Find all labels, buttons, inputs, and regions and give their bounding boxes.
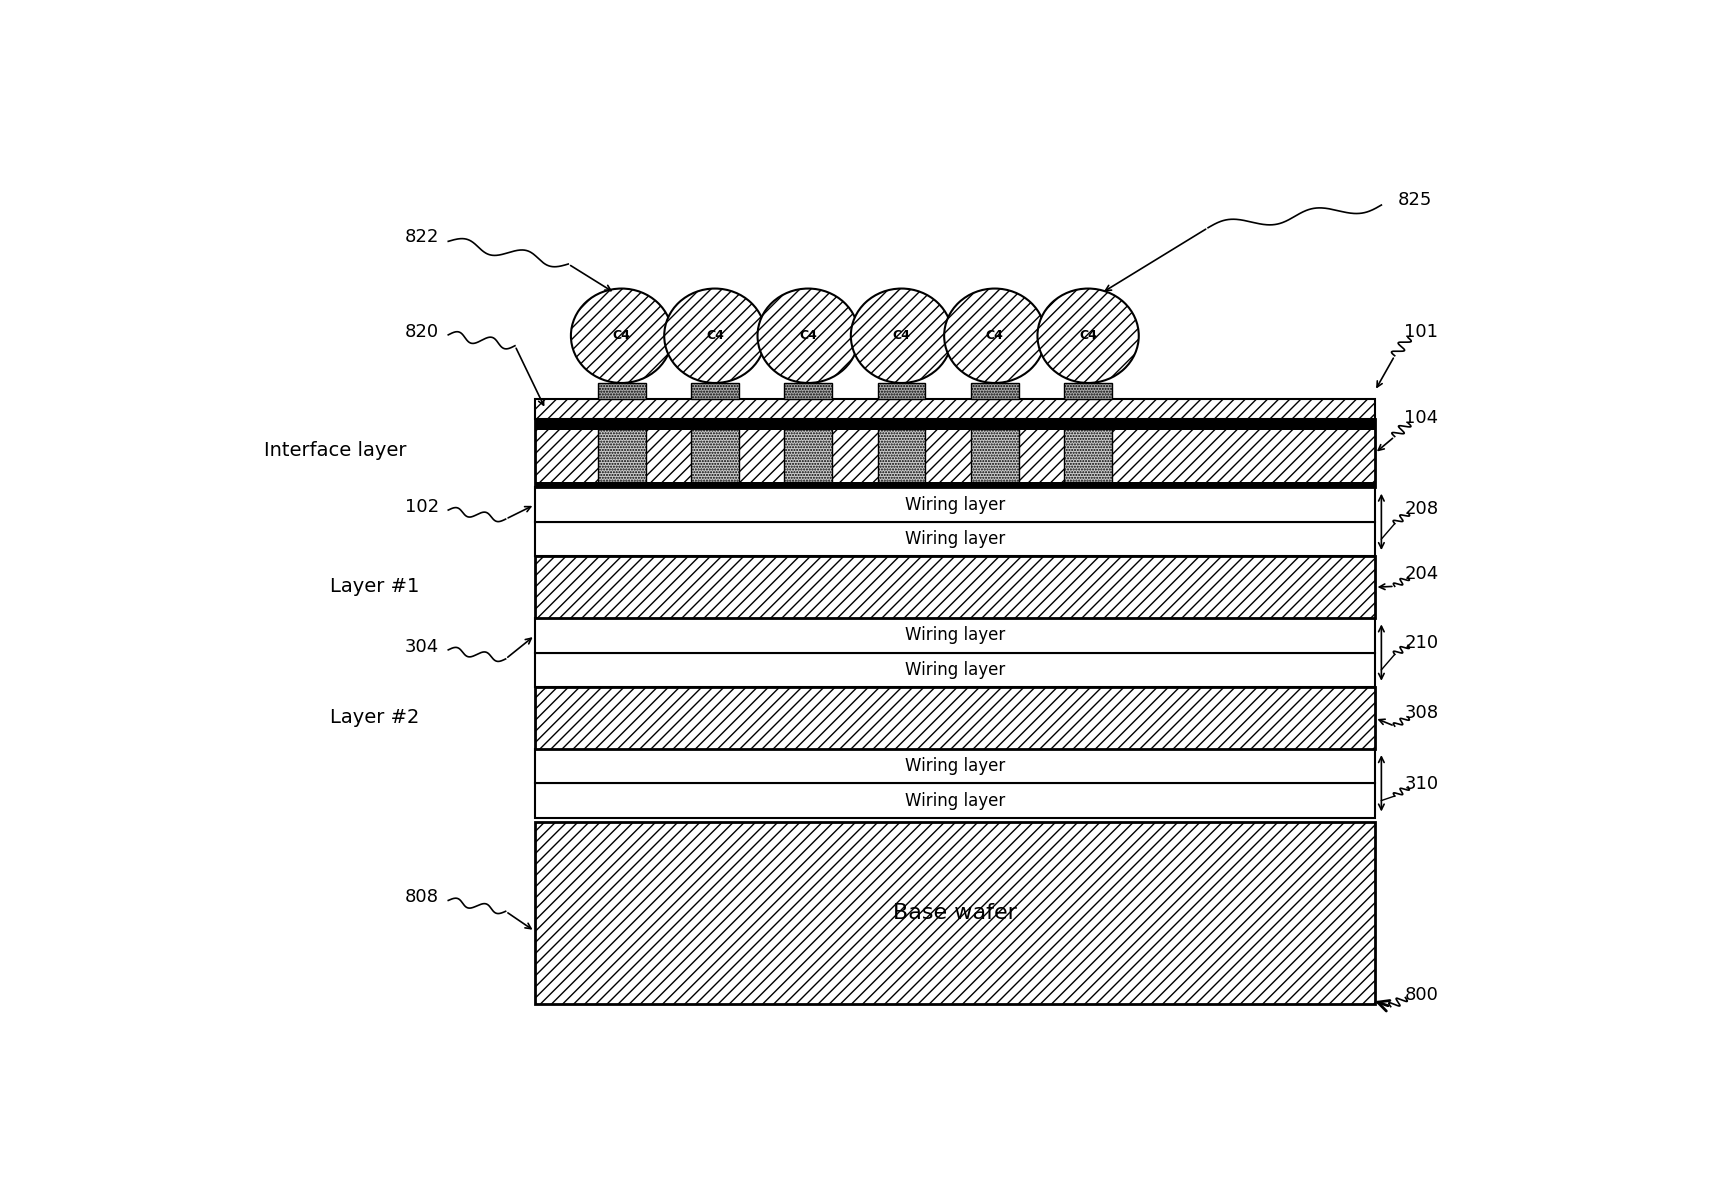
Bar (535, 749, 1374, 783)
Text: C4: C4 (1078, 329, 1097, 342)
Text: Layer #2: Layer #2 (330, 709, 420, 727)
Text: 820: 820 (404, 323, 439, 341)
Text: Base wafer: Base wafer (893, 903, 1017, 923)
Bar (970, 429, 1018, 482)
Text: C4: C4 (705, 329, 724, 342)
Bar (535, 783, 1374, 818)
Text: C4: C4 (612, 329, 631, 342)
Bar (970, 383, 1018, 400)
Text: 101: 101 (1404, 323, 1438, 341)
Bar (535, 823, 1374, 1005)
Bar (597, 429, 645, 482)
Bar (535, 653, 1374, 687)
Bar (535, 618, 1374, 653)
Bar (784, 429, 832, 482)
Bar (535, 400, 1374, 420)
Bar (691, 429, 740, 482)
Ellipse shape (851, 289, 953, 383)
Text: Wiring layer: Wiring layer (905, 791, 1004, 810)
Text: 204: 204 (1404, 565, 1438, 582)
Text: Wiring layer: Wiring layer (905, 757, 1004, 775)
Text: 304: 304 (404, 638, 439, 657)
Bar (535, 420, 1374, 430)
Text: Wiring layer: Wiring layer (905, 531, 1004, 548)
Text: Layer #1: Layer #1 (330, 577, 420, 595)
Text: 310: 310 (1404, 776, 1438, 793)
Bar (877, 383, 925, 400)
Bar (597, 383, 645, 400)
Bar (535, 522, 1374, 556)
Bar (691, 383, 740, 400)
Text: C4: C4 (893, 329, 910, 342)
Bar (784, 383, 832, 400)
Ellipse shape (1037, 289, 1139, 383)
Text: 308: 308 (1404, 704, 1438, 723)
Bar (535, 487, 1374, 522)
Text: Wiring layer: Wiring layer (905, 626, 1004, 645)
Bar (535, 482, 1374, 487)
Ellipse shape (944, 289, 1046, 383)
Bar (1065, 429, 1113, 482)
Text: 208: 208 (1404, 500, 1438, 518)
Bar (535, 556, 1374, 618)
Ellipse shape (664, 289, 765, 383)
Text: Wiring layer: Wiring layer (905, 495, 1004, 514)
Text: Interface layer: Interface layer (263, 441, 406, 460)
Ellipse shape (757, 289, 858, 383)
Text: 210: 210 (1404, 633, 1438, 652)
Text: 825: 825 (1398, 191, 1431, 210)
Bar (535, 687, 1374, 749)
Text: 102: 102 (404, 499, 439, 516)
Text: 104: 104 (1404, 409, 1438, 427)
Bar (535, 420, 1374, 487)
Text: 808: 808 (404, 888, 439, 905)
Bar (1065, 383, 1113, 400)
Text: Wiring layer: Wiring layer (905, 661, 1004, 679)
Text: C4: C4 (986, 329, 1004, 342)
Ellipse shape (571, 289, 673, 383)
Text: 822: 822 (404, 228, 439, 245)
Text: 800: 800 (1405, 986, 1438, 1003)
Text: C4: C4 (800, 329, 817, 342)
Bar (877, 429, 925, 482)
